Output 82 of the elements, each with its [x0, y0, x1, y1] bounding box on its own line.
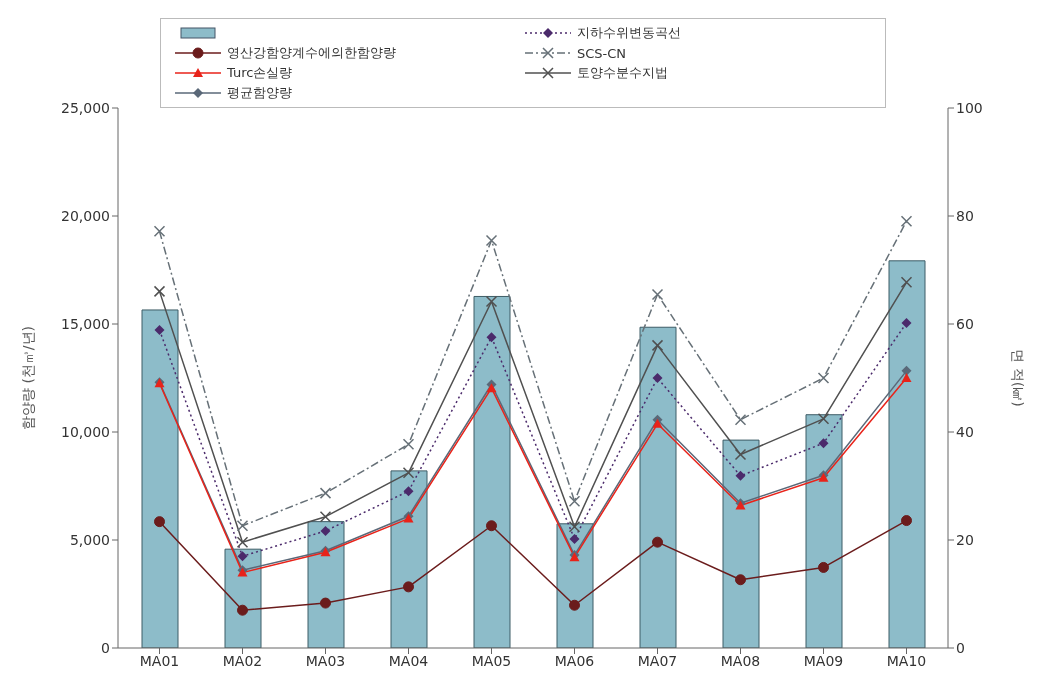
point [652, 536, 663, 548]
point [817, 372, 830, 384]
bar [639, 326, 677, 648]
point [900, 276, 913, 289]
point [817, 413, 830, 425]
point [485, 234, 498, 247]
point [569, 599, 580, 611]
y2-tick-label: 0 [956, 639, 965, 656]
legend-label: 영산강함양계수에의한함양량 [227, 44, 396, 62]
point [818, 438, 829, 449]
y-tick-label: 10,000 [61, 423, 110, 440]
point [320, 525, 331, 536]
point [900, 215, 913, 227]
point [403, 581, 414, 593]
point [485, 295, 498, 308]
x-tick-label: MA05 [471, 652, 512, 669]
y2-tick-label: 100 [956, 99, 983, 116]
bar [722, 439, 760, 648]
y2-axis-title: 면 적(㎢) [1010, 349, 1027, 407]
point [154, 516, 165, 528]
y-axis-title: 함양량 (천㎥/년) [19, 325, 36, 431]
bar [805, 414, 843, 648]
y-tick-label: 20,000 [61, 207, 110, 224]
point [652, 373, 663, 383]
bar [307, 521, 345, 648]
x-tick-label: MA03 [305, 652, 346, 669]
point [568, 521, 581, 533]
point [818, 561, 829, 573]
point [734, 413, 747, 426]
legend-label: SCS-CN [577, 45, 627, 61]
y2-tick-label: 20 [956, 531, 974, 548]
y2-tick-label: 80 [956, 207, 974, 224]
point [320, 597, 331, 609]
point [901, 365, 912, 376]
point [153, 285, 166, 298]
x-tick-label: MA09 [803, 652, 844, 669]
legend-label: 토양수분수지법 [577, 64, 668, 82]
point [236, 536, 249, 548]
point [236, 519, 249, 532]
point [901, 515, 912, 527]
y2-tick-label: 60 [956, 315, 974, 332]
y-tick-label: 0 [101, 639, 110, 656]
x-tick-label: MA10 [886, 652, 927, 669]
point [568, 495, 581, 508]
point [154, 325, 165, 336]
x-tick-label: MA01 [139, 652, 180, 669]
point [237, 551, 248, 562]
bar [390, 470, 428, 648]
y2-tick-label: 40 [956, 423, 974, 440]
point [651, 288, 664, 301]
x-tick-label: MA08 [720, 652, 761, 669]
point [735, 574, 746, 586]
legend-label: 지하수위변동곡선 [577, 24, 681, 42]
point [402, 467, 415, 479]
point [569, 533, 580, 544]
point [734, 448, 747, 461]
point [735, 470, 746, 481]
point [319, 510, 332, 523]
point [319, 487, 332, 499]
point [486, 332, 497, 343]
point [651, 339, 664, 352]
bar [141, 309, 179, 648]
legend-label: 평균함양량 [227, 84, 292, 102]
x-tick-label: MA02 [222, 652, 263, 669]
point [402, 438, 415, 451]
bar [888, 260, 926, 648]
x-tick-label: MA07 [637, 652, 678, 669]
y-tick-label: 5,000 [69, 531, 110, 548]
y-tick-label: 15,000 [61, 315, 110, 332]
point [403, 486, 414, 497]
point [901, 317, 912, 328]
point [901, 373, 912, 382]
bar [473, 295, 511, 648]
point [486, 383, 497, 393]
x-tick-label: MA06 [554, 652, 595, 669]
point [237, 604, 248, 616]
point [652, 418, 663, 428]
point [153, 225, 166, 238]
point [486, 520, 497, 532]
x-tick-label: MA04 [388, 652, 429, 669]
legend-label: Turc손실량 [227, 64, 293, 82]
y-tick-label: 25,000 [61, 99, 110, 116]
